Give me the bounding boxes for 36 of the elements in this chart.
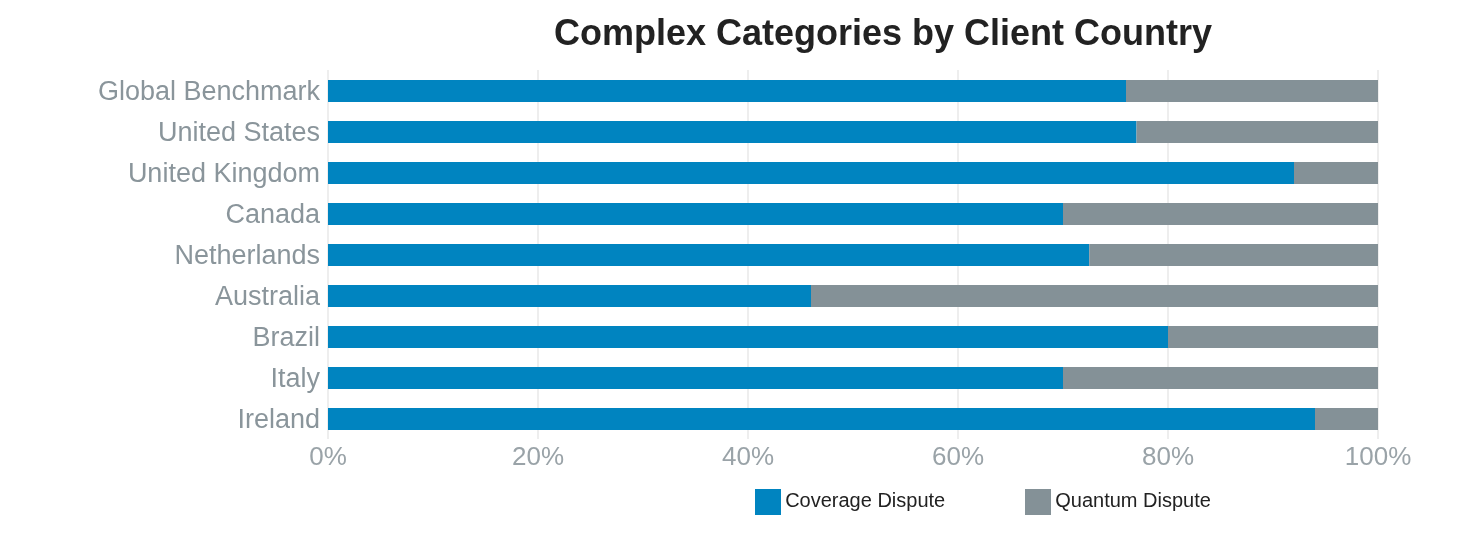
bar [328, 244, 1090, 266]
bar [328, 326, 1168, 348]
y-tick-label: United States [157, 117, 320, 148]
bar [1063, 367, 1378, 389]
y-tick-label: Italy [270, 363, 321, 394]
bar [1294, 162, 1378, 184]
bar [811, 285, 1378, 307]
bar [1063, 203, 1378, 225]
y-tick-label: Netherlands [174, 240, 320, 271]
bar [328, 408, 1315, 430]
bar [1089, 244, 1378, 266]
x-tick-label: 40% [721, 441, 775, 472]
x-tick-label: 100% [1344, 441, 1412, 472]
bar [328, 285, 811, 307]
chart-title: Complex Categories by Client Country [552, 12, 1214, 55]
y-tick-label: Ireland [237, 404, 320, 435]
legend-label: Quantum Dispute [1055, 489, 1211, 512]
bar [328, 80, 1126, 102]
bar [328, 367, 1063, 389]
x-tick-label: 20% [511, 441, 565, 472]
y-tick-label: Canada [225, 199, 321, 230]
x-tick-label: 0% [309, 441, 347, 472]
x-tick-label: 60% [931, 441, 985, 472]
y-tick-label: Australia [214, 281, 321, 312]
bar [1136, 121, 1378, 143]
y-tick-label: Brazil [252, 322, 320, 353]
y-tick-label: United Kingdom [127, 158, 320, 189]
bar [1126, 80, 1378, 102]
bar [328, 203, 1063, 225]
bar [328, 121, 1137, 143]
x-tick-label: 80% [1141, 441, 1195, 472]
bar [1315, 408, 1378, 430]
bar [1168, 326, 1378, 348]
y-tick-label: Global Benchmark [97, 76, 321, 107]
legend-label: Coverage Dispute [785, 489, 946, 512]
bar [328, 162, 1294, 184]
